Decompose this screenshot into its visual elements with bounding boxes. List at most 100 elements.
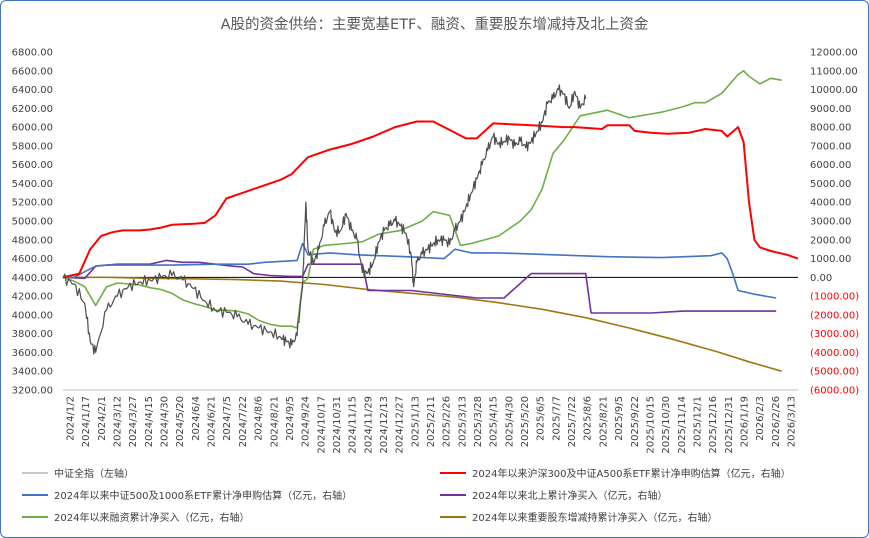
chart-title: A股的资金供给：主要宽基ETF、融资、重要股东增减持及北上资金	[220, 17, 649, 33]
y-left-tick-label: 6600.00	[12, 66, 53, 77]
y-left-tick-label: 4600.00	[12, 254, 53, 265]
x-tick-label: 2025/7/22	[567, 396, 578, 447]
x-tick-label: 2024/1/2	[66, 396, 77, 441]
y-left-tick-label: 5800.00	[12, 141, 53, 152]
y-right-tick-label: 3000.00	[810, 217, 851, 228]
x-tick-label: 2025/3/28	[473, 396, 484, 447]
legend-item-zz500-1000: 2024年以来中证500及1000系ETF累计净申购估算（亿元，右轴）	[22, 487, 352, 502]
legend-swatch	[440, 493, 466, 496]
x-tick-label: 2024/6/4	[191, 396, 202, 441]
y-left-tick-label: 3600.00	[12, 348, 53, 359]
x-tick-label: 2025/9/22	[630, 396, 641, 447]
legend-label: 2024年以来北上累计净买入（亿元，右轴）	[472, 491, 668, 502]
y-right-tick-label: 1000.00	[810, 254, 851, 265]
x-tick-label: 2025/9/5	[614, 396, 625, 441]
x-tick-label: 2025/12/16	[708, 396, 719, 454]
y-right-tick-label: 0.00	[810, 273, 832, 284]
y-left-tick-label: 5000.00	[12, 217, 53, 228]
legend-swatch	[22, 471, 48, 474]
y-left-tick-label: 6400.00	[12, 85, 53, 96]
y-right-tick-label: 2000.00	[810, 235, 851, 246]
y-right-tick-label: 5000.00	[810, 179, 851, 190]
x-tick-label: 2024/9/24	[301, 396, 312, 447]
x-tick-label: 2024/12/27	[395, 396, 406, 454]
x-tick-label: 2024/10/17	[316, 396, 327, 454]
x-tick-label: 2025/5/20	[520, 396, 531, 447]
legend-label: 2024年以来中证500及1000系ETF累计净申购估算（亿元，右轴）	[54, 491, 353, 502]
legend-label: 2024年以来沪深300及中证A500系ETF累计净申购估算（亿元，右轴）	[472, 469, 791, 480]
y-left-tick-label: 5600.00	[12, 160, 53, 171]
x-tick-label: 2025/6/5	[536, 396, 547, 441]
x-tick-label: 2025/3/13	[457, 396, 468, 447]
y-right-tick-label: 10000.00	[810, 85, 858, 96]
y-left-tick-label: 3200.00	[12, 386, 53, 397]
legend-swatch	[22, 515, 48, 518]
y-right-tick-label: 6000.00	[810, 160, 851, 171]
x-tick-label: 2025/7/7	[551, 396, 562, 441]
x-tick-label: 2024/1/17	[81, 396, 92, 447]
x-tick-label: 2024/4/30	[160, 396, 171, 447]
x-tick-label: 2024/2/1	[97, 396, 108, 441]
series-group	[62, 70, 799, 372]
y-right-tick-label: 11000.00	[810, 66, 858, 77]
series-line-1	[62, 120, 799, 279]
x-tick-label: 2024/10/31	[332, 396, 343, 454]
y-left-tick-label: 6000.00	[12, 123, 53, 134]
y-right-tick-label: 4000.00	[810, 198, 851, 209]
x-tick-label: 2025/4/30	[504, 396, 515, 447]
legend-label: 2024年以来融资累计净买入（亿元，右轴）	[54, 513, 250, 524]
y-left-tick-label: 3400.00	[12, 367, 53, 378]
x-tick-label: 2024/3/27	[128, 396, 139, 447]
x-tick-label: 2024/12/13	[379, 396, 390, 454]
y-left-tick-label: 4800.00	[12, 235, 53, 246]
tick-labels-group: 3200.00 3400.00 3600.00 3800.00 4000.00 4200.…	[12, 48, 860, 454]
series-line-3	[62, 259, 777, 314]
y-left-tick-label: 4400.00	[12, 273, 53, 284]
x-tick-label: 2025/10/30	[661, 396, 672, 454]
x-tick-label: 2024/9/5	[285, 396, 296, 441]
y-right-tick-label: (4000.00)	[810, 348, 859, 359]
x-tick-label: 2025/8/6	[583, 396, 594, 441]
y-left-tick-label: 6800.00	[12, 48, 53, 59]
x-tick-label: 2024/11/15	[348, 396, 359, 454]
legend-item-margin: 2024年以来融资累计净买入（亿元，右轴）	[22, 509, 249, 524]
legend-label: 2024年以来重要股东增减持累计净买入（亿元，右轴）	[472, 513, 718, 524]
legend-item-northbound: 2024年以来北上累计净买入（亿元，右轴）	[440, 487, 667, 502]
y-right-tick-label: 12000.00	[810, 48, 858, 59]
x-tick-label: 2024/3/12	[113, 396, 124, 447]
x-tick-label: 2024/4/15	[144, 396, 155, 447]
legend-swatch	[22, 493, 48, 496]
y-right-tick-label: (2000.00)	[810, 310, 859, 321]
y-right-tick-label: (5000.00)	[810, 367, 859, 378]
x-tick-label: 2024/8/21	[269, 396, 280, 447]
legend-item-shareholders: 2024年以来重要股东增减持累计净买入（亿元，右轴）	[440, 509, 717, 524]
series-line-4	[62, 70, 782, 329]
y-right-tick-label: 7000.00	[810, 141, 851, 152]
y-left-tick-label: 4000.00	[12, 310, 53, 321]
x-tick-label: 2025/12/1	[692, 396, 703, 447]
y-right-tick-label: (1000.00)	[810, 292, 859, 303]
y-right-tick-label: 8000.00	[810, 123, 851, 134]
series-line-0	[62, 84, 587, 355]
legend-swatch	[440, 471, 466, 474]
x-tick-label: 2026/2/26	[771, 396, 782, 447]
x-tick-label: 2025/4/15	[489, 396, 500, 447]
series-line-2	[63, 242, 777, 299]
x-tick-label: 2026/2/3	[755, 396, 766, 441]
y-right-tick-label: (6000.00)	[810, 386, 859, 397]
y-left-tick-label: 3800.00	[12, 329, 53, 340]
x-tick-label: 2025/12/31	[724, 396, 735, 454]
x-tick-label: 2025/2/26	[442, 396, 453, 447]
x-tick-label: 2024/11/29	[363, 396, 374, 454]
legend-item-index: 中证全指（左轴）	[22, 465, 134, 480]
legend-item-hs300-a500: 2024年以来沪深300及中证A500系ETF累计净申购估算（亿元，右轴）	[440, 465, 791, 480]
axes-group	[63, 276, 798, 391]
x-tick-label: 2024/8/6	[254, 396, 265, 441]
x-tick-label: 2024/6/21	[207, 396, 218, 447]
y-left-tick-label: 4200.00	[12, 292, 53, 303]
x-tick-label: 2024/7/5	[222, 396, 233, 441]
y-left-tick-label: 6200.00	[12, 104, 53, 115]
y-right-tick-label: 9000.00	[810, 104, 851, 115]
x-tick-label: 2025/1/13	[410, 396, 421, 447]
